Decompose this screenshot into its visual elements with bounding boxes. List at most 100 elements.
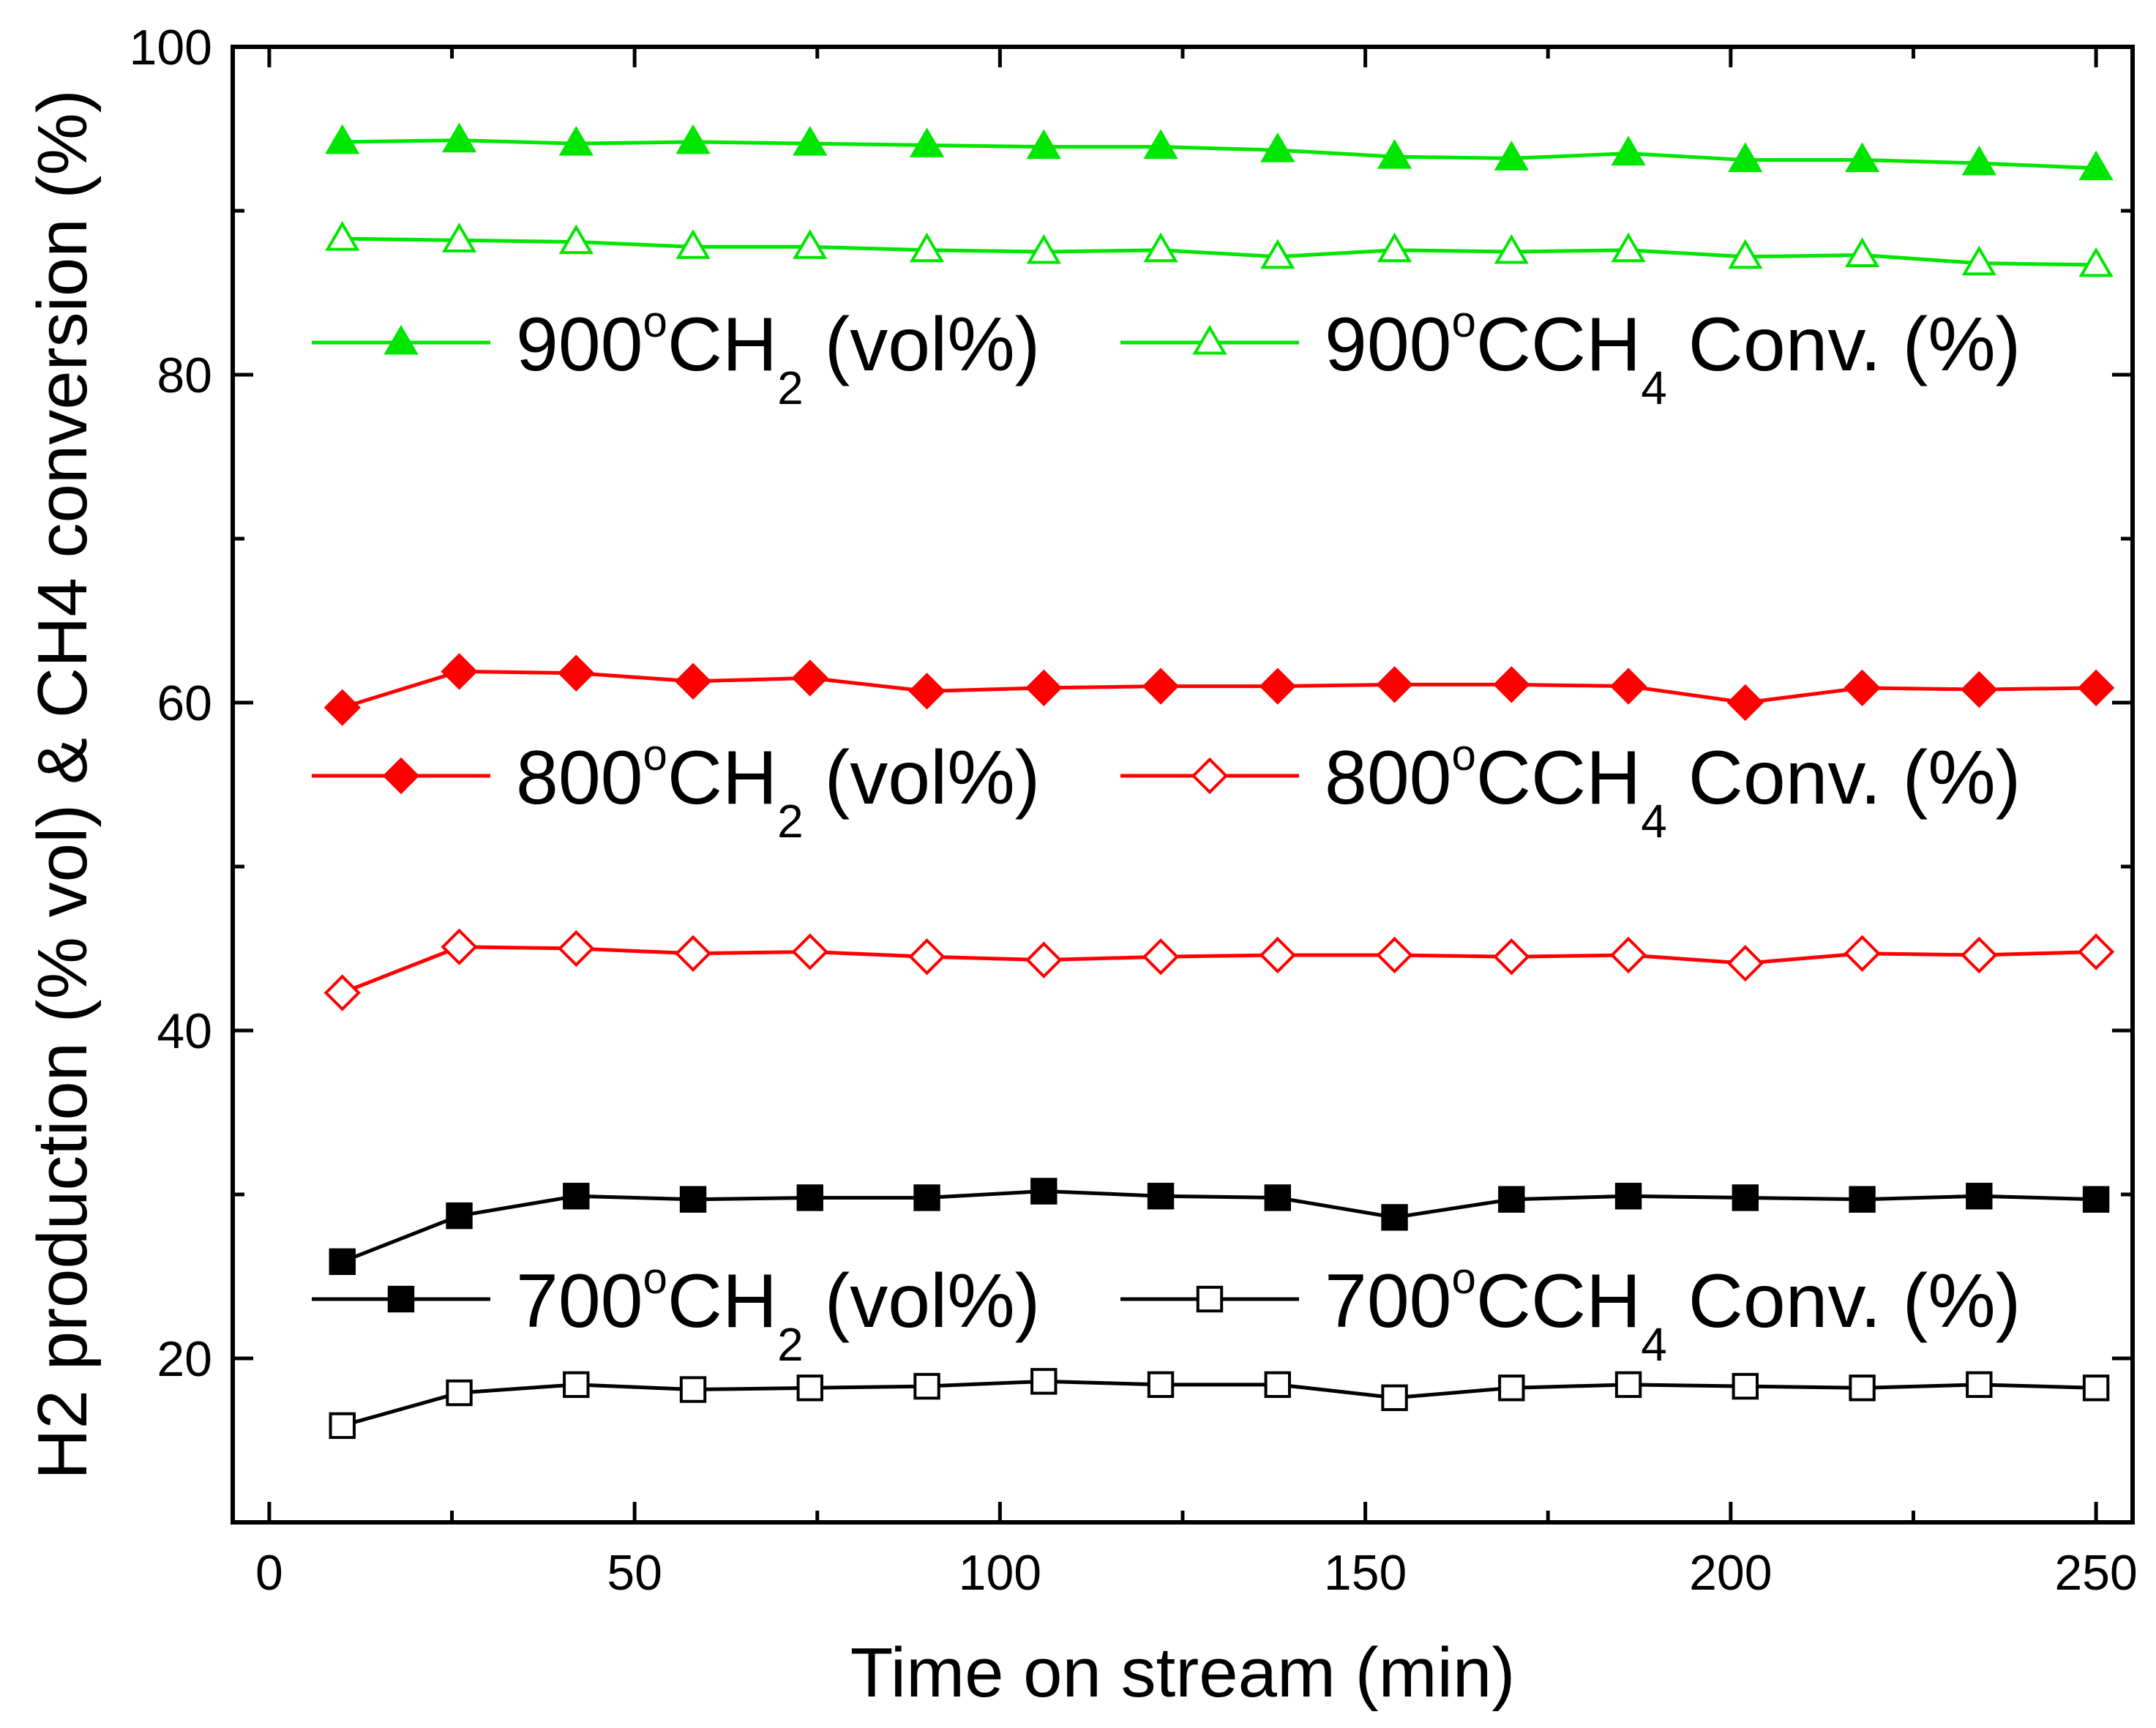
data-point (1849, 1374, 1876, 1402)
legend-label-sub: 2 (777, 795, 804, 848)
legend-item-2: 800oCH2 (vol%) (312, 730, 1040, 848)
legend-label-sub: 2 (777, 1318, 804, 1371)
data-point (1844, 237, 1880, 267)
series-4 (329, 1178, 2110, 1276)
legend-label-tail: (vol%) (804, 736, 1041, 820)
legend-label-temp: 800 (1325, 736, 1452, 820)
data-point (1377, 232, 1412, 263)
legend-item-1: 900oCCH4 Conv. (%) (1120, 297, 2021, 414)
data-point (2077, 669, 2115, 706)
data-point (1961, 145, 1996, 176)
data-point (908, 673, 946, 710)
data-point (1966, 1183, 1993, 1210)
data-point (1259, 936, 1296, 974)
x-tick-label: 250 (2054, 1545, 2137, 1601)
legend-item-5: 700oCCH4 Conv. (%) (1120, 1254, 2021, 1371)
legend-label-temp: 900 (516, 302, 643, 387)
legend-item-4: 700oCH2 (vol%) (312, 1254, 1040, 1371)
data-point (1147, 1371, 1175, 1399)
series-layer (323, 122, 2115, 1440)
data-point (909, 127, 945, 157)
x-tick-label: 200 (1689, 1545, 1772, 1601)
data-point (675, 124, 711, 154)
data-point (1726, 684, 1764, 722)
x-tick-label: 150 (1324, 1545, 1407, 1601)
data-point (441, 122, 477, 153)
data-point (1026, 129, 1061, 160)
legend-label-tail: Conv. (%) (1667, 302, 2021, 387)
data-point (1381, 1384, 1408, 1411)
data-point (1376, 666, 1413, 703)
legend-label-sup: o (1452, 730, 1476, 779)
data-point (796, 1374, 823, 1402)
data-point (441, 928, 478, 965)
series-5 (329, 1368, 2110, 1440)
data-point (1732, 1184, 1759, 1211)
legend-label-tail: Conv. (%) (1667, 736, 2021, 820)
data-point (1259, 667, 1296, 705)
data-point (1728, 239, 1763, 269)
legend-label-tail: Conv. (%) (1667, 1259, 2021, 1344)
data-point (1030, 1178, 1058, 1205)
data-point (1844, 142, 1880, 173)
x-tick-label: 100 (959, 1545, 1041, 1601)
data-point (441, 653, 478, 690)
data-point (791, 659, 828, 697)
data-point (446, 1202, 473, 1230)
data-point (323, 974, 361, 1011)
legend-label: 700oCCH4 Conv. (%) (1325, 1254, 2021, 1371)
legend-label-gas: H (722, 302, 777, 387)
y-tick-label: 60 (157, 676, 212, 731)
legend-label-sup: o (643, 297, 667, 346)
legend-label-gas: CH (1531, 1259, 1641, 1344)
data-point (796, 1184, 823, 1211)
legend-marker (1196, 1285, 1224, 1313)
legend-label-temp: 800 (516, 736, 643, 820)
data-point (563, 1371, 590, 1399)
data-point (1025, 941, 1063, 979)
legend-label-unit: C (1476, 1259, 1531, 1344)
data-point (563, 1183, 590, 1210)
series-1 (325, 220, 2114, 277)
data-point (793, 126, 828, 156)
data-point (2082, 1186, 2110, 1213)
data-point (558, 654, 595, 692)
y-tick-label: 100 (130, 20, 212, 75)
legend-label-sup: o (643, 730, 667, 779)
data-point (329, 1412, 356, 1440)
series-0 (325, 122, 2114, 181)
legend-label: 800oCCH4 Conv. (%) (1325, 730, 2021, 848)
legend-label-tail: (vol%) (804, 302, 1041, 387)
series-3 (323, 928, 2115, 1011)
legend-label-gas: H (722, 1259, 777, 1344)
ticks-layer: 0 50 100 150 200 250 20 40 60 80 100 (130, 20, 2138, 1601)
x-tick-label: 50 (607, 1545, 662, 1601)
data-point (1732, 1372, 1759, 1400)
data-point (1609, 936, 1647, 974)
data-point (679, 1186, 707, 1213)
legend-label: 700oCH2 (vol%) (516, 1254, 1040, 1371)
legend-label-sub: 4 (1641, 362, 1667, 414)
legend-label-sub: 4 (1641, 1318, 1667, 1371)
data-point (913, 1372, 940, 1400)
data-point (1726, 945, 1764, 982)
series-line (341, 945, 2097, 995)
data-point (1376, 936, 1413, 974)
data-point (1961, 670, 1998, 708)
data-point (441, 222, 477, 253)
legend-label-unit: C (667, 1259, 722, 1344)
data-point (791, 933, 828, 970)
legend-label-unit: C (667, 736, 722, 820)
legend: 900oCH2 (vol%) 900oCCH4 Conv. (%)800oCH2 … (312, 297, 2021, 1371)
data-point (2078, 247, 2114, 277)
legend-label-gas: CH (1531, 736, 1641, 820)
series-2 (323, 653, 2115, 726)
data-point (1961, 936, 1998, 974)
data-point (1961, 245, 1996, 276)
legend-marker (382, 757, 420, 795)
data-point (325, 220, 360, 251)
legend-item-3: 800oCCH4 Conv. (%) (1120, 730, 2021, 848)
legend-label-temp: 900 (1325, 302, 1452, 387)
